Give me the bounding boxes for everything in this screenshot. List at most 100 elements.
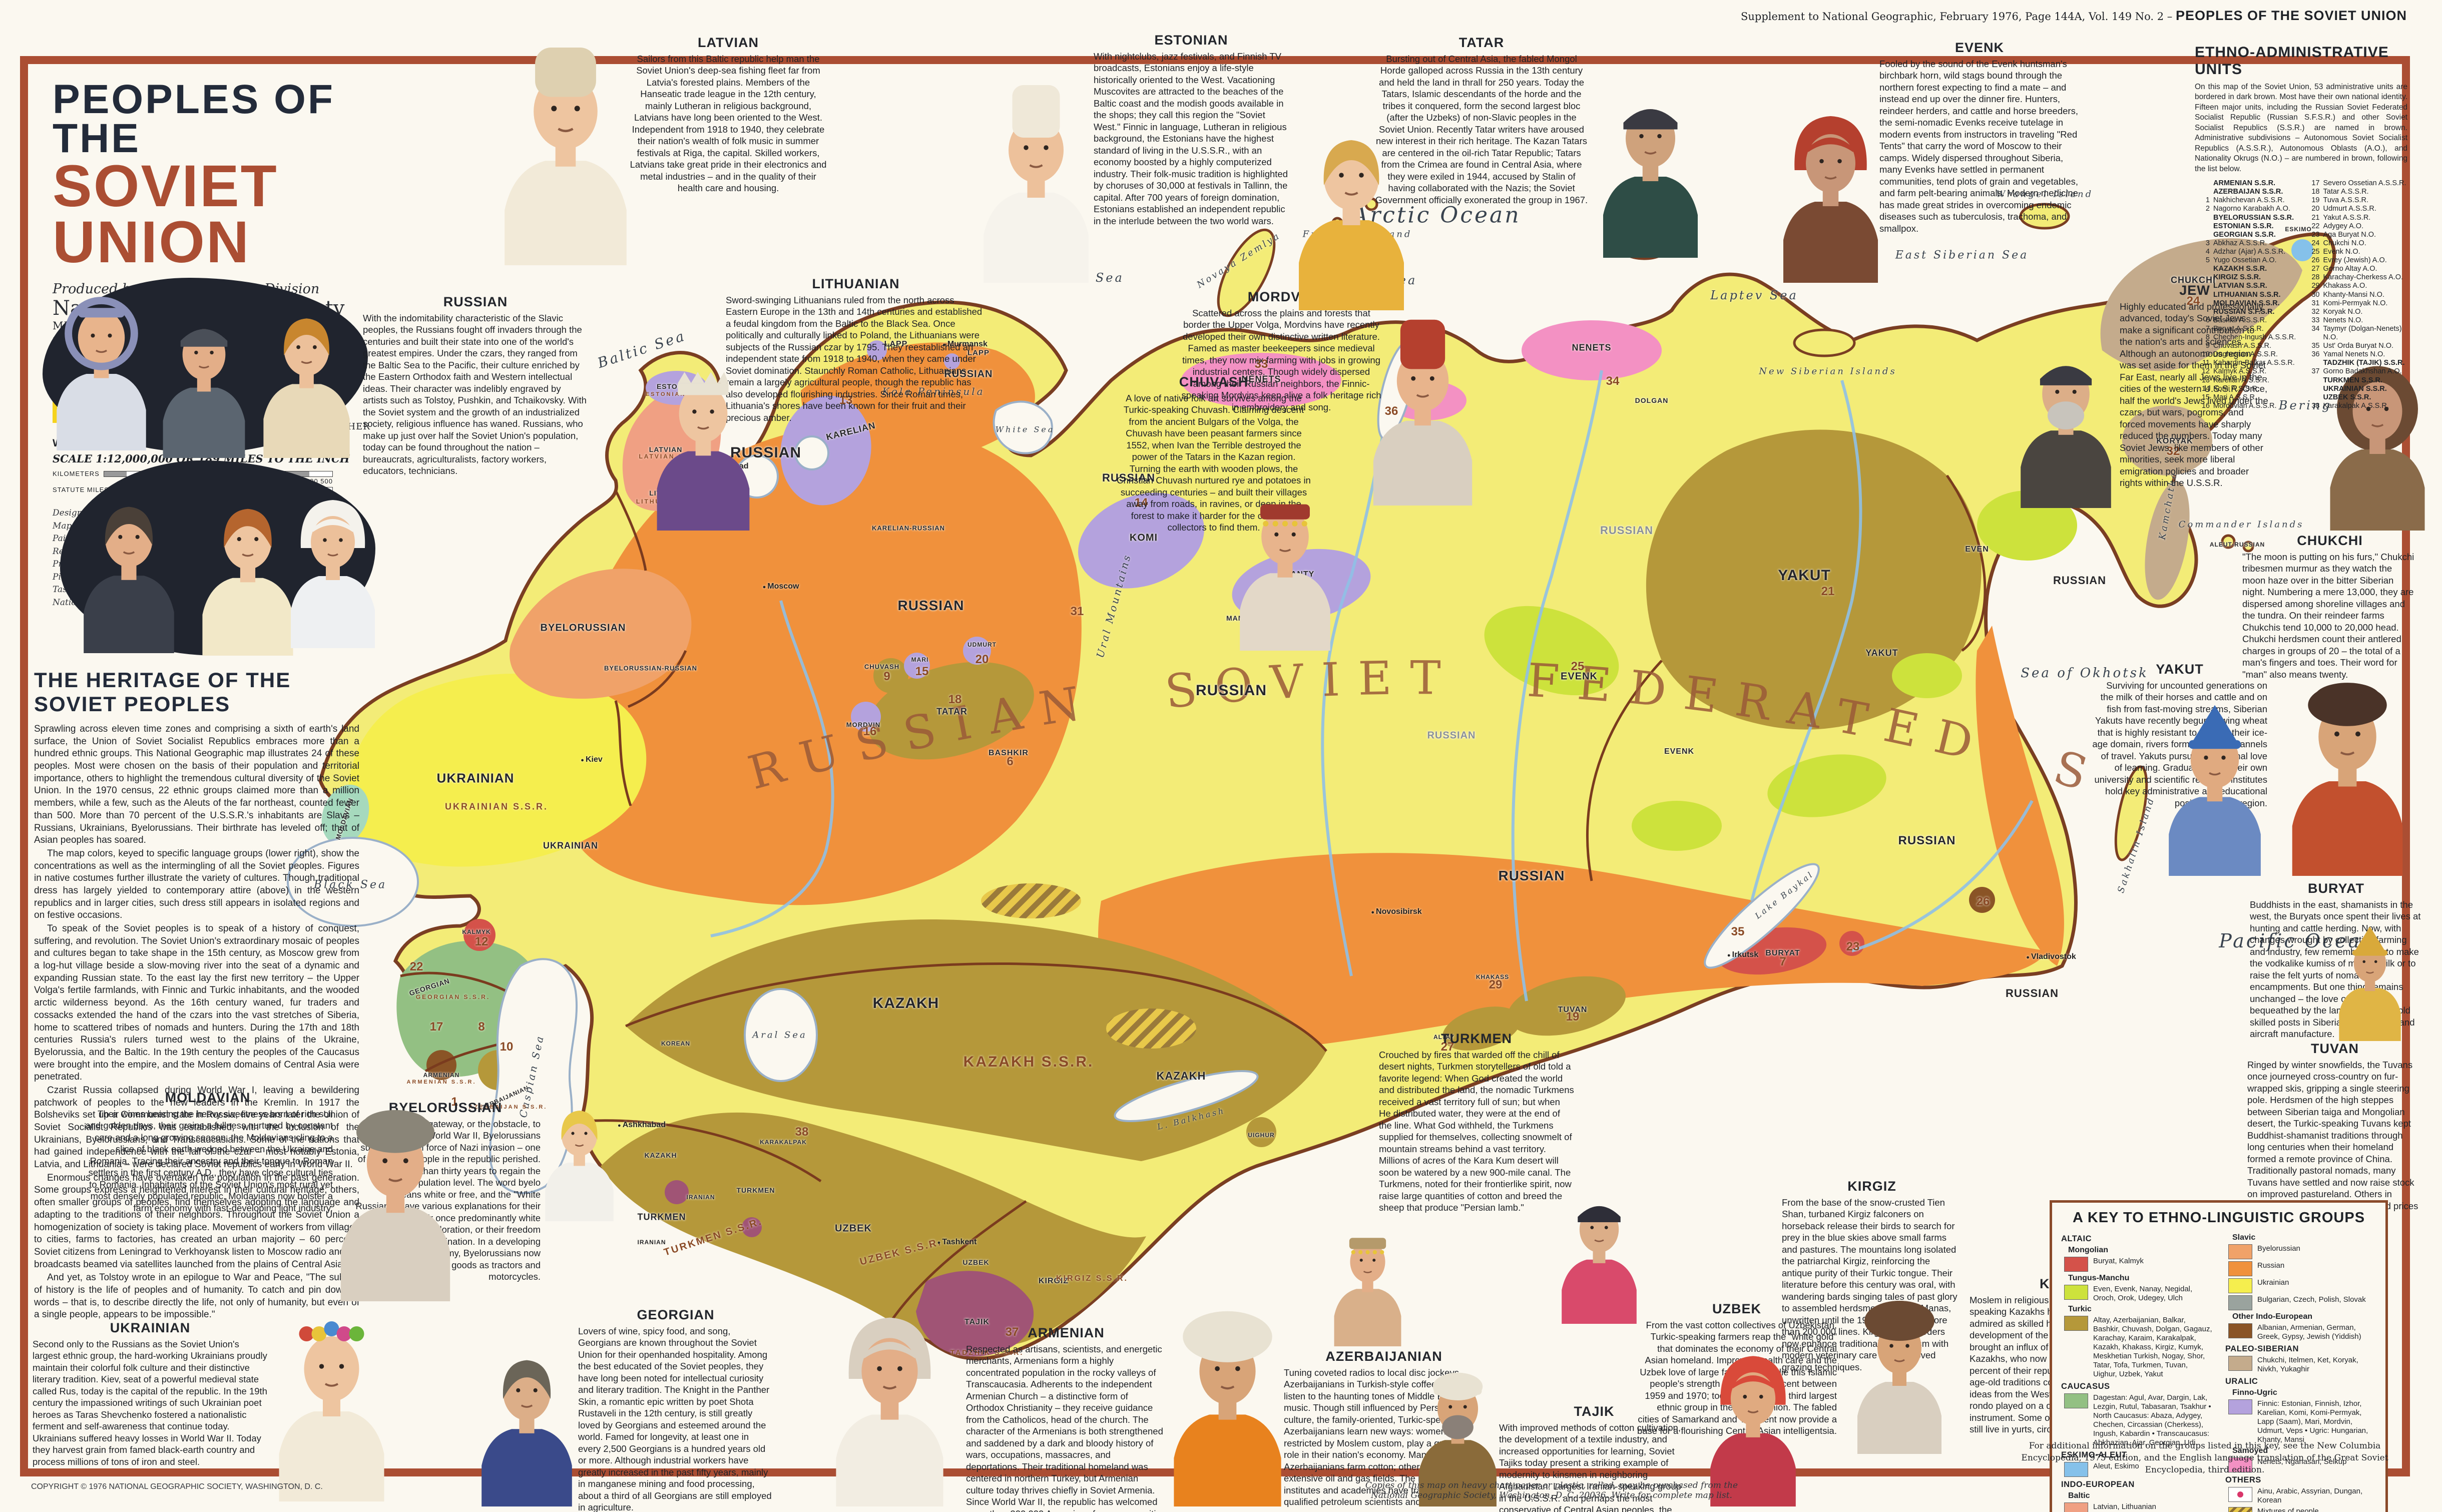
admin-unit-label: Kalmyk A.S.S.R. bbox=[2213, 367, 2267, 376]
admin-unit-number: 32 bbox=[2311, 307, 2320, 316]
portrait-kirgiz bbox=[1702, 1344, 1804, 1506]
admin-unit-row: 8 Chechen-Ingush A.S.S.R. bbox=[2195, 333, 2298, 342]
admin-unit-number: 33 bbox=[2311, 316, 2320, 324]
legend-entry: INDO-EUROPEAN bbox=[2061, 1480, 2135, 1489]
admin-unit-number: 8 bbox=[2205, 333, 2210, 342]
admin-unit-label: GEORGIAN S.S.R. bbox=[2213, 230, 2276, 239]
people-name: LITHUANIAN bbox=[812, 276, 900, 291]
people-name: UZBEK bbox=[1712, 1301, 1761, 1316]
admin-unit-label: Nakhichevan A.S.S.R. bbox=[2213, 196, 2285, 205]
admin-unit-number: 35 bbox=[2311, 342, 2320, 350]
admin-unit-row: 10 Daghestan A.S.S.R. bbox=[2195, 350, 2298, 359]
portrait-russian-cosmonaut bbox=[48, 280, 155, 450]
admin-unit-row: 34 Taymyr (Dolgan-Nenets) N.O. bbox=[2305, 325, 2408, 342]
people-caption: LITHUANIAN Sword-swinging Lithuanians ru… bbox=[726, 276, 986, 423]
admin-unit-label: Abkhaz A.S.S.R. bbox=[2213, 239, 2267, 247]
frame-left bbox=[20, 56, 28, 1475]
admin-unit-label: MOLDAVIAN S.S.R. bbox=[2213, 299, 2280, 307]
people-name: ARMENIAN bbox=[1028, 1325, 1105, 1340]
people-text: Crouched by fires that warded off the ch… bbox=[1379, 1050, 1574, 1213]
legend-swatch bbox=[2228, 1278, 2252, 1293]
admin-unit-row: 18 Tatar A.S.S.R. bbox=[2305, 188, 2408, 196]
copyright-line: COPYRIGHT © 1976 NATIONAL GEOGRAPHIC SOC… bbox=[31, 1482, 323, 1491]
essay-heading: THE HERITAGE OF THE SOVIET PEOPLES bbox=[34, 668, 291, 716]
km-label: KILOMETERS bbox=[53, 470, 100, 478]
frame-top bbox=[20, 56, 2410, 64]
admin-unit-row: 12 Kalmyk A.S.S.R. bbox=[2195, 367, 2298, 376]
admin-unit-row: 27 Gorno Altay A.O. bbox=[2305, 265, 2408, 273]
portrait-mordvin bbox=[1364, 280, 1482, 506]
admin-unit-label: TURKMEN S.S.R. bbox=[2323, 376, 2382, 384]
admin-unit-label: UKRAINIAN S.S.R. bbox=[2323, 384, 2387, 393]
admin-unit-row: 14 Komi A.S.S.R. bbox=[2195, 385, 2298, 393]
people-caption: EVENK Fooled by the sound of the Evenk h… bbox=[1879, 40, 2080, 234]
admin-unit-number bbox=[2195, 188, 2210, 196]
admin-unit-row: MOLDAVIAN S.S.R. bbox=[2195, 299, 2298, 308]
legend-note: For additional information on the groups… bbox=[2021, 1441, 2388, 1475]
legend-text: Dagestan: Agul, Avar, Dargin, Lak, Lezgi… bbox=[2093, 1393, 2211, 1447]
people-caption: ARMENIAN Respected as artisans, scientis… bbox=[966, 1325, 1166, 1512]
admin-unit-row: 25 Evenk N.O. bbox=[2305, 248, 2408, 256]
admin-unit-row: UKRAINIAN S.S.R. bbox=[2305, 385, 2408, 393]
legend-text: Aleut, Eskimo bbox=[2093, 1462, 2139, 1470]
legend-entry: Even, Evenk, Nanay, Negidal, Oroch, Orok… bbox=[2061, 1285, 2212, 1303]
essay-paragraph: Czarist Russia collapsed during World Wa… bbox=[34, 1085, 359, 1170]
legend-entry: Dagestan: Agul, Avar, Dargin, Lak, Lezgi… bbox=[2061, 1393, 2212, 1447]
admin-unit-number bbox=[2305, 376, 2320, 385]
legend-swatch bbox=[2228, 1295, 2252, 1310]
legend-entry: OTHERS bbox=[2225, 1475, 2261, 1484]
admin-unit-row: ARMENIAN S.S.R. bbox=[2195, 179, 2298, 188]
people-text: With improved methods of cotton cultivat… bbox=[1499, 1422, 1682, 1512]
admin-unit-row: TURKMEN S.S.R. bbox=[2305, 376, 2408, 385]
admin-unit-row: 6 Bashkir A.S.S.R. bbox=[2195, 316, 2298, 325]
admin-unit-row: 28 Karachay-Cherkess A.O. bbox=[2305, 273, 2408, 282]
portrait-chukchi bbox=[2317, 350, 2437, 531]
admin-unit-row: 15 Mari A.S.S.R. bbox=[2195, 393, 2298, 402]
admin-unit-row: 5 Yugo Ossetian A.O. bbox=[2195, 256, 2298, 265]
essay-paragraph: And yet, as Tolstoy wrote in an epilogue… bbox=[34, 1272, 359, 1320]
admin-unit-number bbox=[2195, 291, 2210, 299]
people-text: With the indomitability characteristic o… bbox=[363, 313, 587, 476]
legend-swatch bbox=[2228, 1457, 2252, 1472]
admin-intro: On this map of the Soviet Union, 53 admi… bbox=[2195, 83, 2407, 173]
admin-unit-label: RUSSIAN S.F.S.R. bbox=[2213, 307, 2275, 316]
admin-unit-number: 9 bbox=[2205, 342, 2210, 350]
portrait-turkmen bbox=[1164, 1279, 1291, 1506]
admin-unit-label: TADZHIK (TAJIK) S.S.R. bbox=[2323, 359, 2405, 367]
legend-swatch bbox=[2228, 1487, 2252, 1502]
admin-unit-label: Koryak N.O. bbox=[2323, 307, 2363, 316]
admin-unit-row: TADZHIK (TAJIK) S.S.R. bbox=[2305, 359, 2408, 367]
admin-unit-number: 14 bbox=[2201, 384, 2210, 393]
people-text: Second only to the Russians as the Sovie… bbox=[33, 1339, 267, 1467]
admin-unit-label: Karakalpak A.S.S.R. bbox=[2323, 401, 2389, 410]
people-name: TAJIK bbox=[1574, 1404, 1615, 1419]
legend-text: Albanian, Armenian, German, Greek, Gypsy… bbox=[2257, 1323, 2361, 1341]
people-caption: MOLDAVIAN Their wines bearing the heavy … bbox=[83, 1090, 333, 1214]
admin-unit-number: 7 bbox=[2205, 324, 2210, 333]
admin-unit-label: Gorno Badakhshan A.O. bbox=[2323, 367, 2402, 376]
admin-unit-row: 11 Kabardin-Balkar A.S.S.R. bbox=[2195, 359, 2298, 367]
people-caption: ESTONIAN With nightclubs, jazz festivals… bbox=[1094, 33, 1289, 227]
admin-unit-number: 12 bbox=[2201, 367, 2210, 376]
portrait-estonian bbox=[973, 28, 1099, 283]
supplement-prefix: Supplement to National Geographic, Febru… bbox=[1740, 11, 2176, 23]
admin-unit-label: Komi A.S.S.R. bbox=[2213, 384, 2259, 393]
admin-unit-number bbox=[2195, 222, 2210, 231]
admin-unit-number: 15 bbox=[2201, 393, 2210, 401]
admin-unit-row: 26 Evrey (Jewish) A.O. bbox=[2305, 256, 2408, 265]
admin-unit-row: LITHUANIAN S.S.R. bbox=[2195, 291, 2298, 299]
admin-unit-label: Daghestan A.S.S.R. bbox=[2213, 350, 2278, 359]
admin-unit-number: 21 bbox=[2311, 213, 2320, 222]
admin-unit-number: 24 bbox=[2311, 239, 2320, 247]
admin-unit-row: RUSSIAN S.F.S.R. bbox=[2195, 308, 2298, 316]
legend-entry: Other Indo-European bbox=[2232, 1312, 2312, 1321]
admin-unit-number bbox=[2195, 214, 2210, 222]
admin-unit-label: Adzhar (Ajar) A.S.S.R. bbox=[2213, 247, 2286, 256]
people-name: AZERBAIJANIAN bbox=[1325, 1349, 1442, 1364]
heritage-essay: THE HERITAGE OF THE SOVIET PEOPLES Spraw… bbox=[34, 668, 359, 1322]
people-caption: MORDVIN Scattered across the plains and … bbox=[1181, 289, 1381, 413]
legend-left-column: ALTAIC Mongolian Buryat, Kalmyk Tungus-Ma… bbox=[2061, 1231, 2212, 1512]
admin-unit-label: KIRGIZ S.S.R. bbox=[2213, 273, 2261, 282]
people-caption: CHUVASH A love of native folk art surviv… bbox=[1116, 374, 1311, 534]
admin-unit-label: Yamal Nenets N.O. bbox=[2323, 350, 2385, 359]
